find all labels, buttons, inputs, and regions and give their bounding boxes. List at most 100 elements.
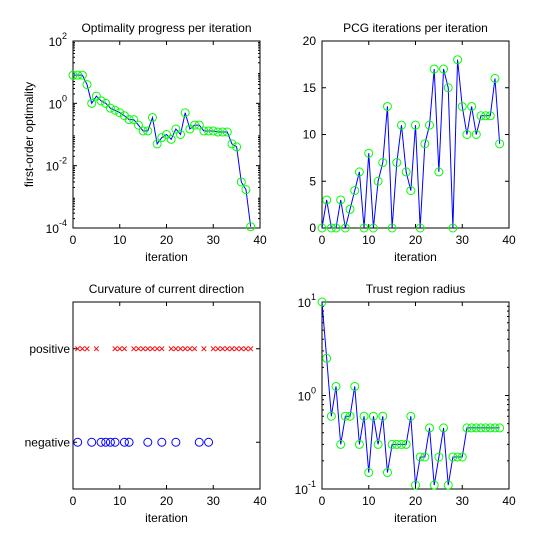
data-point [152, 139, 162, 149]
data-point [448, 223, 458, 233]
data-point [434, 167, 444, 177]
data-point [115, 108, 125, 118]
axes-box [72, 301, 261, 490]
x-tick-label: 30 [456, 233, 470, 247]
positive-marker [140, 346, 146, 352]
positive-marker-stroke [215, 346, 221, 352]
chart-title: Trust region radius [366, 282, 466, 296]
x-tick-label: 40 [502, 494, 516, 508]
data-point [204, 126, 214, 136]
data-point [331, 223, 341, 233]
positive-marker [182, 346, 188, 352]
positive-marker-stroke [112, 346, 118, 352]
data-point [171, 124, 181, 134]
data-point [453, 55, 463, 65]
y-tick-exponent: 1 [311, 292, 316, 302]
positive-marker [243, 346, 249, 352]
y-tick-exponent: -2 [59, 156, 67, 166]
data-point [194, 120, 204, 130]
chart-title: Curvature of current direction [89, 282, 244, 296]
positive-marker-stroke [247, 346, 254, 352]
data-point [471, 130, 481, 139]
data-point [110, 105, 120, 115]
positive-marker [187, 346, 193, 352]
x-axis-label: iteration [394, 511, 437, 525]
positive-marker-stroke [117, 346, 123, 352]
data-point [359, 223, 369, 233]
data-point [443, 83, 453, 93]
data-point [392, 158, 402, 168]
subplot-p1: Optimality progress per iteration iterati… [22, 21, 267, 264]
y-category-label: negative [25, 435, 71, 449]
positive-marker-stroke [149, 346, 156, 352]
y-tick-label: 10-1 [295, 479, 316, 497]
x-axis-label: iteration [145, 250, 188, 264]
series-line [321, 301, 500, 486]
data-point [190, 120, 200, 130]
x-tick-label: 0 [319, 233, 326, 247]
data-point [443, 480, 453, 490]
data-point [326, 223, 336, 233]
data-point [105, 103, 115, 113]
y-tick-base: 10 [298, 390, 312, 404]
negative-marker [73, 437, 83, 447]
negative-marker [171, 437, 181, 447]
y-tick-label: 10 [303, 128, 317, 142]
x-tick-label: 30 [207, 233, 221, 247]
y-tick-exponent: 0 [62, 93, 67, 103]
positive-marker [229, 346, 235, 352]
data-point [368, 411, 378, 421]
y-tick-label: 10-2 [46, 156, 67, 174]
data-point [147, 113, 157, 123]
x-tick-label: 10 [113, 233, 127, 247]
x-tick-label: 30 [456, 494, 470, 508]
data-point [129, 115, 139, 125]
data-point [350, 381, 360, 391]
data-point [420, 452, 430, 462]
data-point [406, 411, 416, 421]
data-point [396, 120, 406, 130]
y-tick-base: 10 [49, 35, 63, 49]
data-point [387, 223, 397, 233]
x-tick-label: 40 [502, 233, 516, 247]
data-point [495, 423, 505, 433]
positive-marker [210, 346, 216, 352]
positive-marker-stroke [173, 346, 179, 352]
x-tick-label: 40 [253, 494, 267, 508]
positive-marker [168, 346, 174, 352]
data-point [246, 222, 256, 232]
positive-marker-stroke [93, 346, 100, 352]
data-point [138, 126, 148, 136]
positive-marker-stroke [219, 346, 226, 352]
positive-marker [79, 346, 86, 352]
data-point [420, 139, 430, 149]
y-tick-exponent: -1 [308, 479, 316, 489]
data-point [317, 223, 327, 233]
data-point [96, 96, 106, 106]
positive-marker-stroke [84, 346, 90, 352]
positive-marker [159, 346, 165, 352]
series-line [321, 59, 501, 229]
y-tick-base: 10 [295, 483, 309, 497]
positive-marker-stroke [121, 346, 128, 352]
x-tick-label: 10 [362, 494, 376, 508]
positive-marker [93, 346, 100, 352]
data-point [462, 130, 472, 139]
data-point [453, 452, 463, 462]
y-category-label: positive [29, 342, 70, 356]
chart-title: PCG iterations per iteration [343, 21, 488, 35]
data-point [434, 452, 444, 462]
y-tick-label: 102 [49, 31, 67, 49]
data-point [336, 439, 346, 449]
data-point [476, 111, 486, 121]
data-point [166, 134, 176, 144]
positive-marker [247, 346, 254, 352]
data-point [232, 142, 242, 152]
data-point [439, 423, 449, 433]
x-tick-label: 30 [207, 494, 221, 508]
negative-marker [101, 437, 111, 447]
positive-marker [224, 346, 230, 352]
y-tick-label: 15 [303, 81, 317, 95]
positive-marker-stroke [187, 346, 193, 352]
